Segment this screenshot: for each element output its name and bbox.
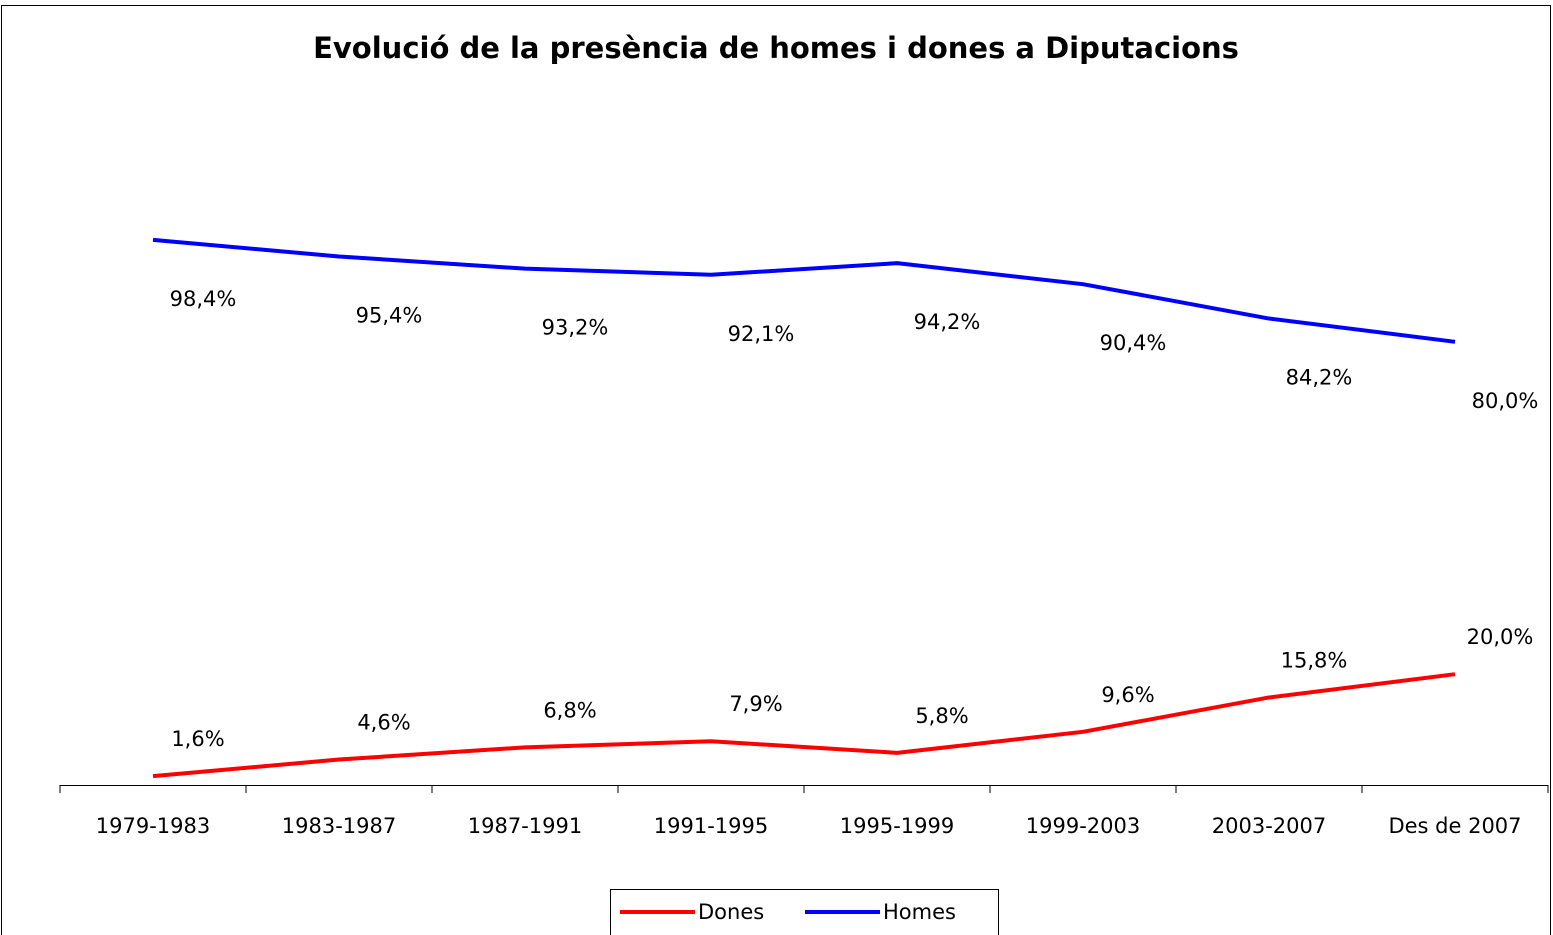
data-label: 94,2% xyxy=(914,310,981,334)
x-tick-label: Des de 2007 xyxy=(1388,814,1521,838)
x-tick-label: 2003-2007 xyxy=(1212,814,1326,838)
data-label: 20,0% xyxy=(1467,625,1534,649)
data-label: 84,2% xyxy=(1286,366,1353,390)
x-tick-label: 1987-1991 xyxy=(468,814,582,838)
series-line xyxy=(152,672,1456,779)
data-label: 4,6% xyxy=(357,711,410,735)
data-label: 90,4% xyxy=(1100,331,1167,355)
x-tick-label: 1979-1983 xyxy=(96,814,210,838)
x-tick-label: 1983-1987 xyxy=(282,814,396,838)
data-label: 80,0% xyxy=(1472,389,1539,413)
data-label: 15,8% xyxy=(1281,648,1348,672)
data-label: 1,6% xyxy=(171,727,224,751)
chart-border xyxy=(1,5,1551,935)
x-tick-label: 1995-1999 xyxy=(840,814,954,838)
data-label: 93,2% xyxy=(542,316,609,340)
data-label: 9,6% xyxy=(1101,683,1154,707)
data-label: 6,8% xyxy=(543,698,596,722)
data-label: 92,1% xyxy=(728,322,795,346)
series-line xyxy=(152,237,1456,344)
chart-title: Evolució de la presència de homes i done… xyxy=(313,31,1239,65)
x-tick-label: 1999-2003 xyxy=(1026,814,1140,838)
legend-label: Homes xyxy=(883,900,956,924)
data-label: 5,8% xyxy=(915,704,968,728)
data-label: 95,4% xyxy=(356,303,423,327)
data-label: 98,4% xyxy=(170,287,237,311)
legend-label: Dones xyxy=(698,900,764,924)
data-label: 7,9% xyxy=(729,692,782,716)
x-tick-label: 1991-1995 xyxy=(654,814,768,838)
